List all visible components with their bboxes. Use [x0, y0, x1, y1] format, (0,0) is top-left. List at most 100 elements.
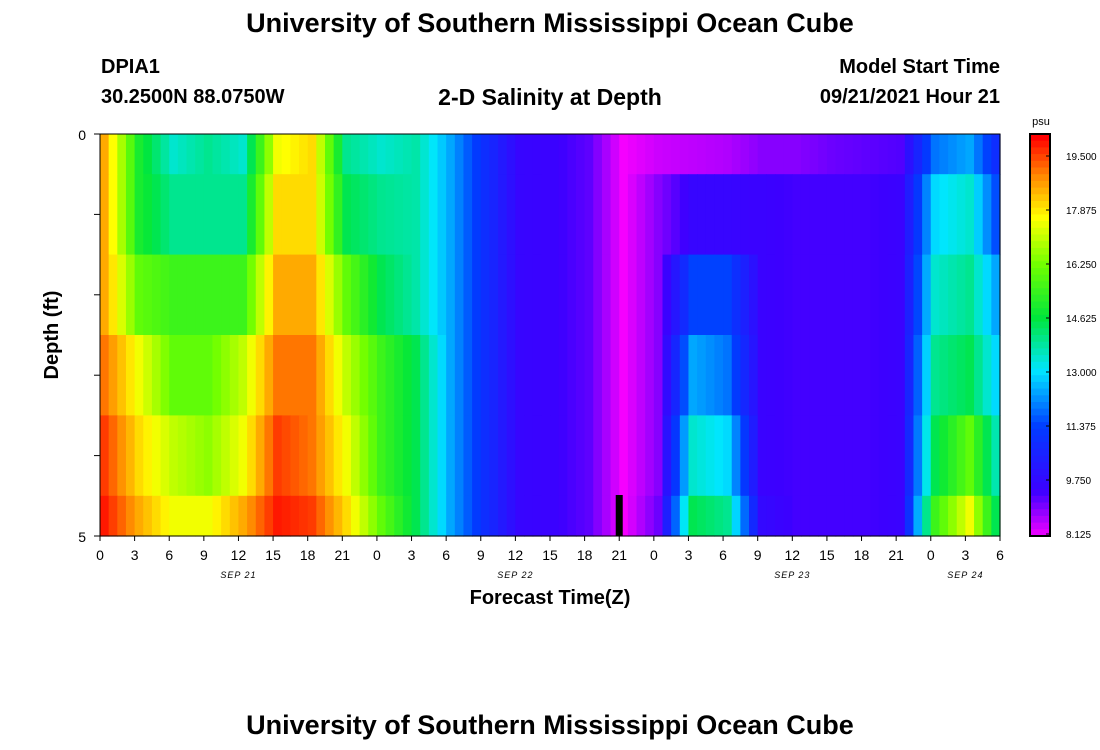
heatmap-cell [956, 174, 966, 256]
colorbar-step [1030, 448, 1050, 457]
colorbar-step [1030, 207, 1050, 215]
heatmap-cell [749, 254, 759, 336]
heatmap-cell [792, 495, 802, 537]
heatmap-cell [437, 174, 447, 256]
heatmap-cell [731, 495, 741, 537]
heatmap-cell [913, 495, 923, 537]
colorbar-tick-label: 14.625 [1066, 314, 1097, 325]
heatmap-cell [705, 134, 716, 175]
heatmap-cell [463, 134, 473, 175]
heatmap-cell [273, 495, 283, 537]
model-start-value: 09/21/2021 Hour 21 [819, 86, 1000, 108]
heatmap-cell [835, 254, 845, 336]
heatmap-cell [299, 495, 309, 537]
heatmap-cell [195, 174, 205, 256]
colorbar-step [1030, 274, 1050, 282]
heatmap-cell [956, 134, 966, 175]
x-tick-label: 9 [754, 547, 762, 563]
x-tick-label: 15 [819, 547, 835, 563]
heatmap-cell [671, 415, 681, 497]
heatmap-cell [498, 254, 508, 336]
heatmap-cell [723, 254, 733, 336]
heatmap-cell [359, 415, 369, 497]
heatmap-cell [757, 335, 767, 416]
heatmap-cell [255, 335, 266, 416]
heatmap-cell [186, 254, 196, 336]
y-axis: 05 [78, 127, 100, 545]
heatmap-cell [601, 415, 612, 497]
heatmap-cell [783, 495, 793, 537]
heatmap-cell [775, 174, 785, 256]
heatmap-cell [826, 254, 837, 336]
heatmap-cell [870, 254, 880, 336]
heatmap-cell [186, 495, 196, 537]
heatmap-cell [463, 495, 473, 537]
heatmap-cell [264, 335, 274, 416]
heatmap-cell [307, 495, 317, 537]
x-tick-label: 0 [373, 547, 381, 563]
heatmap-cell [134, 134, 144, 175]
heatmap-cell [619, 415, 629, 497]
heatmap-cell [307, 415, 317, 497]
x-tick-label: 6 [165, 547, 173, 563]
heatmap-cell [420, 335, 430, 416]
heatmap-cell [195, 134, 205, 175]
heatmap-cell [697, 174, 707, 256]
heatmap-cell [506, 134, 516, 175]
heatmap-cell [169, 415, 179, 497]
day-label: SEP 21 [220, 570, 256, 580]
heatmap-cell [818, 415, 828, 497]
heatmap-cell [342, 335, 352, 416]
heatmap-cell [982, 335, 992, 416]
heatmap-cell [264, 174, 274, 256]
heatmap-cell [117, 335, 127, 416]
x-tick-label: 12 [785, 547, 801, 563]
heatmap-cell [316, 335, 326, 416]
heatmap-cell [108, 254, 118, 336]
heatmap-cell [394, 254, 404, 336]
heatmap-cell [186, 134, 196, 175]
heatmap-cell [800, 335, 811, 416]
heatmap-cell [766, 254, 776, 336]
heatmap-cell [125, 254, 136, 336]
heatmap-cell [835, 174, 845, 256]
heatmap-cell [636, 415, 646, 497]
heatmap-cell [766, 415, 776, 497]
heatmap-cell [195, 335, 205, 416]
heatmap-cell [117, 254, 127, 336]
heatmap-cell [411, 335, 421, 416]
heatmap-cell [627, 335, 638, 416]
heatmap-cell [532, 134, 542, 175]
heatmap-cell [723, 174, 733, 256]
heatmap-cell [117, 495, 127, 537]
heatmap-cell [463, 174, 473, 256]
heatmap-cell [575, 134, 586, 175]
heatmap-cell [619, 254, 629, 336]
heatmap-cell [567, 174, 577, 256]
heatmap-cell [532, 174, 542, 256]
heatmap-cell [679, 254, 690, 336]
heatmap-cell [896, 174, 906, 256]
x-tick-label: 3 [131, 547, 139, 563]
heatmap-cell [281, 495, 291, 537]
heatmap-cell [247, 495, 257, 537]
heatmap-cell [229, 174, 240, 256]
heatmap-cell [575, 174, 586, 256]
colorbar-step [1030, 415, 1050, 423]
heatmap-cell [325, 254, 335, 336]
heatmap-cell [489, 254, 499, 336]
heatmap-cell [368, 134, 378, 175]
heatmap-cell [524, 415, 534, 497]
heatmap-cell [550, 254, 560, 336]
heatmap-cell [385, 335, 395, 416]
heatmap-cell [775, 134, 785, 175]
heatmap-cell [939, 495, 949, 537]
colorbar-step [1030, 522, 1050, 530]
heatmap-cell [688, 174, 698, 256]
heatmap-cell [948, 495, 958, 537]
heatmap-cell [125, 415, 136, 497]
heatmap-cell [273, 254, 283, 336]
heatmap-cell [160, 415, 170, 497]
station-coordinates: 30.2500N 88.0750W [101, 86, 285, 108]
heatmap-cell [420, 495, 430, 537]
